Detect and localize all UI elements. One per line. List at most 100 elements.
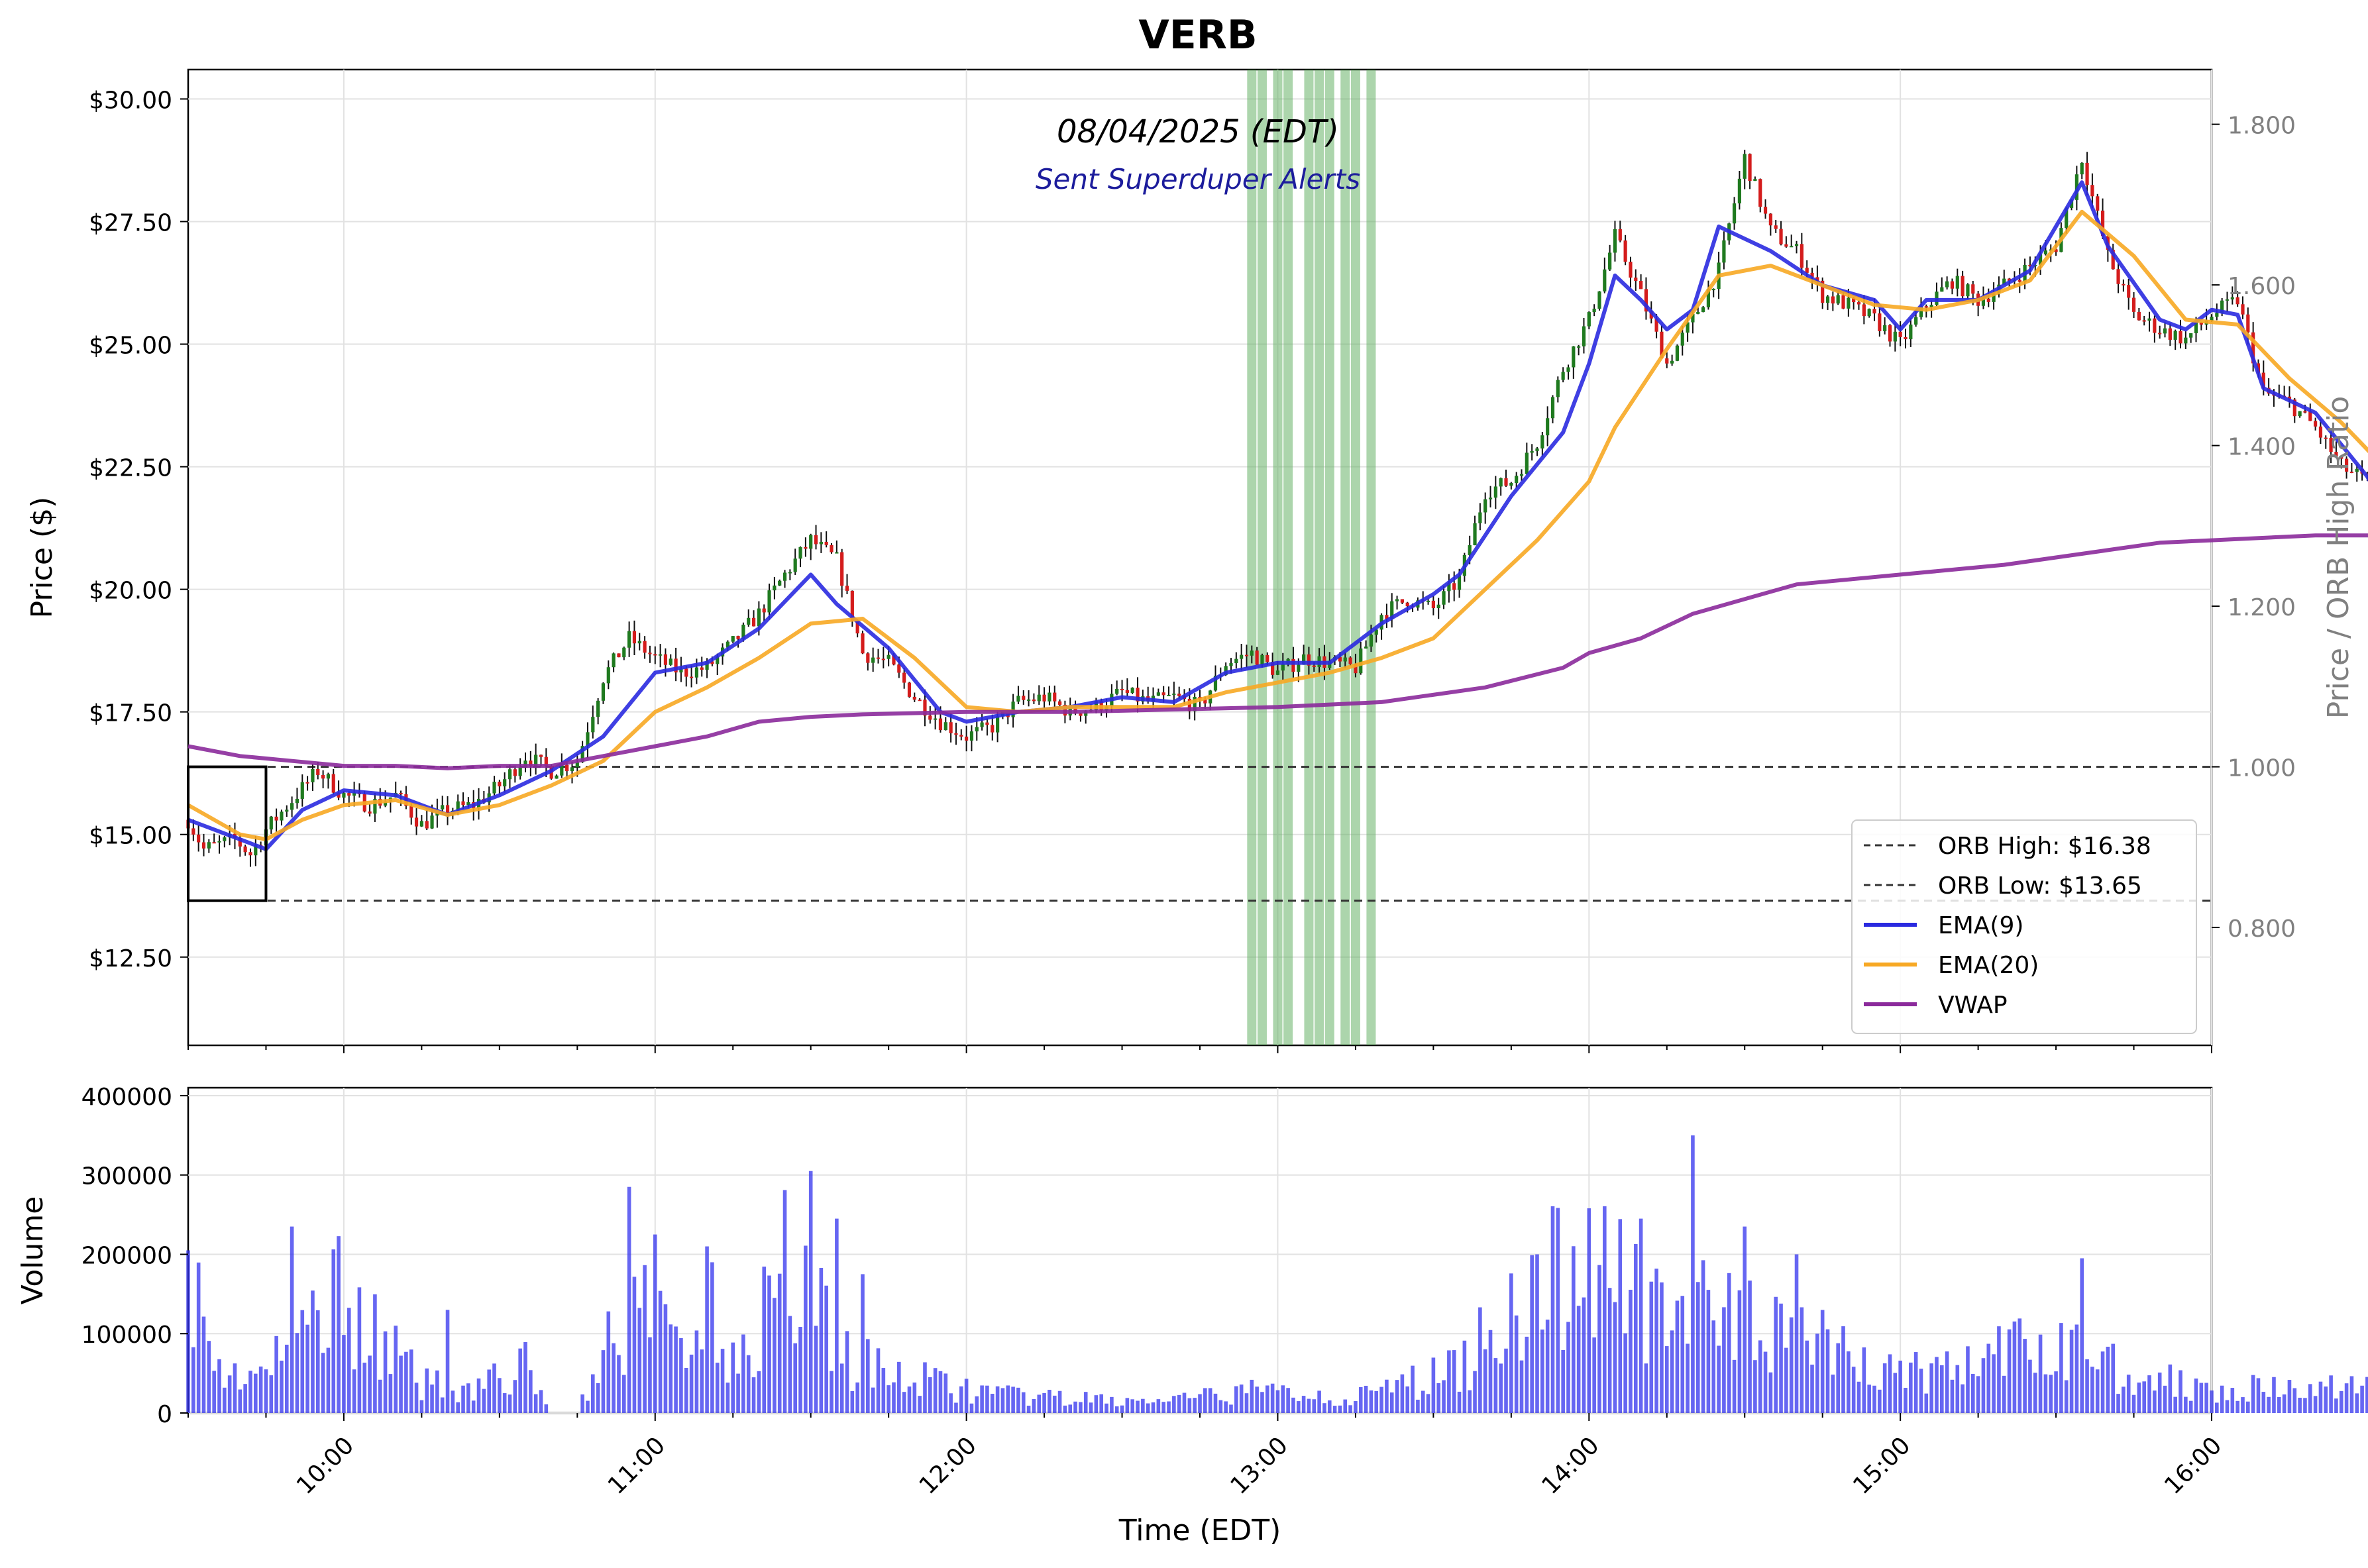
- volume-bar: [1509, 1273, 1513, 1413]
- volume-bar: [741, 1334, 745, 1413]
- candle-body: [238, 838, 242, 847]
- volume-bar: [2318, 1381, 2323, 1413]
- price-tick-label: $27.50: [89, 209, 172, 236]
- volume-tick-label: 100000: [81, 1322, 172, 1349]
- volume-bar: [1722, 1307, 1726, 1413]
- candle-body: [1665, 358, 1669, 364]
- volume-bar: [1550, 1206, 1555, 1413]
- candle-body: [1753, 179, 1757, 182]
- candle-body: [280, 811, 284, 821]
- volume-bar: [2235, 1400, 2239, 1413]
- ratio-tick-label: 1.200: [2228, 594, 2296, 621]
- candle-body: [2189, 333, 2193, 338]
- candle-body: [555, 775, 559, 779]
- legend-label: VWAP: [1938, 992, 2008, 1019]
- candle-body: [1971, 284, 1975, 294]
- candle-body: [1260, 654, 1264, 665]
- alert-band: [1350, 70, 1360, 1045]
- volume-bar: [938, 1371, 943, 1413]
- volume-bar: [1836, 1343, 1840, 1413]
- volume-bar: [1582, 1297, 1586, 1413]
- volume-bar: [1935, 1357, 1939, 1413]
- volume-bar: [207, 1341, 211, 1413]
- volume-bar: [715, 1363, 720, 1413]
- candle-body: [1224, 666, 1228, 675]
- volume-bar: [331, 1249, 336, 1413]
- candle-body: [991, 725, 995, 733]
- volume-bar: [1265, 1385, 1269, 1413]
- candle-body: [1240, 654, 1244, 659]
- candle-body: [912, 696, 916, 700]
- volume-bar: [627, 1186, 631, 1413]
- candle-body: [1125, 690, 1129, 693]
- volume-bar: [892, 1382, 896, 1413]
- volume-bar: [2069, 1330, 2074, 1413]
- volume-bar: [492, 1363, 496, 1413]
- volume-bar: [1623, 1333, 1627, 1413]
- candle-body: [902, 672, 906, 683]
- candle-body: [684, 668, 688, 677]
- candle-body: [2194, 322, 2198, 334]
- volume-bar: [191, 1347, 195, 1413]
- volume-bar: [2028, 1359, 2032, 1413]
- candle-body: [975, 727, 979, 732]
- volume-bar: [1389, 1392, 1394, 1413]
- candle-body: [1048, 692, 1051, 702]
- candle-body: [1042, 694, 1046, 702]
- volume-bar: [663, 1304, 668, 1413]
- volume-bar: [1250, 1379, 1254, 1413]
- candle-body: [773, 585, 777, 591]
- volume-bar: [352, 1369, 356, 1413]
- volume-bar: [705, 1246, 709, 1413]
- candle-body: [2230, 297, 2234, 299]
- candle-body: [965, 736, 969, 741]
- volume-bar: [2267, 1396, 2271, 1413]
- volume-bar: [1177, 1394, 1181, 1413]
- candle-body: [1115, 688, 1119, 694]
- candle-body: [461, 801, 465, 806]
- candle-body: [2225, 299, 2230, 301]
- volume-bar: [1607, 1288, 1612, 1413]
- volume-bar: [1800, 1307, 1804, 1413]
- volume-bar: [1831, 1375, 1835, 1413]
- candle-body: [1535, 448, 1539, 451]
- volume-bar: [1587, 1208, 1591, 1413]
- volume-bar: [1997, 1326, 2001, 1413]
- candle-body: [819, 541, 823, 545]
- volume-bar: [1519, 1360, 1524, 1413]
- candle-body: [1187, 699, 1191, 711]
- candle-body: [2308, 411, 2312, 421]
- volume-bar: [2100, 1351, 2105, 1413]
- candle-body: [1670, 360, 1674, 364]
- volume-bar: [445, 1310, 450, 1413]
- candle-body: [2163, 328, 2167, 334]
- candle-body: [1515, 476, 1519, 484]
- candle-body: [456, 801, 460, 811]
- volume-bar: [1950, 1379, 1955, 1413]
- volume-bar: [1239, 1385, 1244, 1413]
- candle-body: [830, 545, 834, 552]
- candle-body: [1426, 600, 1430, 602]
- volume-bar: [1961, 1384, 1964, 1413]
- volume-bar: [1083, 1392, 1088, 1413]
- volume-axis-label: Volume: [16, 1196, 50, 1305]
- volume-bar: [399, 1355, 403, 1413]
- volume-bar: [238, 1389, 242, 1413]
- volume-bar: [342, 1335, 346, 1413]
- candle-body: [2184, 337, 2188, 344]
- candle-body: [855, 621, 859, 634]
- volume-bar: [2131, 1394, 2136, 1413]
- volume-bar: [1426, 1394, 1430, 1413]
- candle-body: [1784, 244, 1788, 247]
- candle-body: [1768, 213, 1772, 226]
- candle-body: [1493, 486, 1497, 498]
- volume-bar: [850, 1390, 855, 1413]
- volume-bar: [1151, 1402, 1156, 1413]
- candle-body: [2349, 471, 2354, 473]
- volume-bar: [2147, 1375, 2151, 1413]
- candle-body: [1348, 657, 1352, 664]
- volume-bar: [2277, 1396, 2281, 1413]
- volume-bar: [1260, 1392, 1264, 1413]
- candle-body: [2090, 185, 2094, 197]
- volume-bar: [2339, 1390, 2343, 1413]
